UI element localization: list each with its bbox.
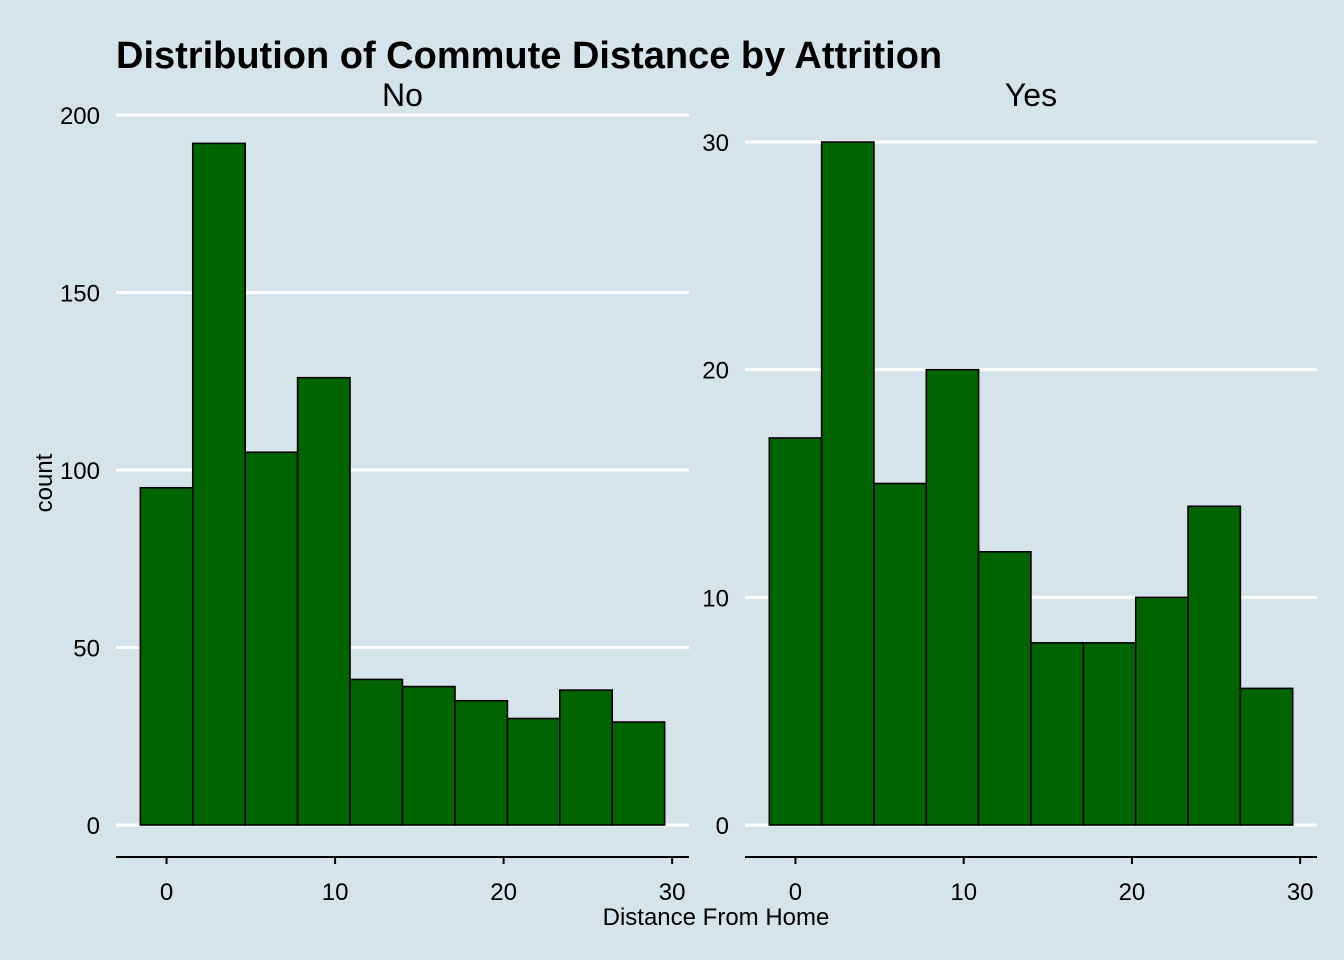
histogram-bar bbox=[820, 141, 875, 826]
y-axis-title: count bbox=[31, 453, 58, 512]
histogram-bar bbox=[454, 699, 509, 826]
histogram-bar bbox=[873, 482, 928, 826]
histogram-bar bbox=[977, 550, 1032, 826]
x-axis-title: Distance From Home bbox=[603, 904, 830, 931]
histogram-bar bbox=[1134, 596, 1189, 826]
histogram-bar bbox=[611, 721, 666, 826]
y-tick-label: 50 bbox=[73, 636, 100, 663]
histogram-bar bbox=[1239, 687, 1294, 826]
histogram-bar bbox=[139, 486, 194, 826]
histogram-bar bbox=[296, 376, 351, 826]
histogram-bar bbox=[1187, 505, 1242, 826]
y-tick-label: 0 bbox=[87, 813, 100, 840]
histogram-bar bbox=[506, 717, 561, 826]
histogram-bar bbox=[559, 689, 614, 826]
y-tick-label: 20 bbox=[702, 358, 729, 385]
histogram-bar bbox=[1082, 642, 1137, 826]
x-tick-label: 20 bbox=[490, 879, 517, 906]
histogram-bar bbox=[925, 368, 980, 826]
x-tick-label: 10 bbox=[322, 879, 349, 906]
x-tick-label: 30 bbox=[659, 879, 686, 906]
y-tick-label: 150 bbox=[60, 281, 100, 308]
y-tick-label: 200 bbox=[60, 103, 100, 130]
histogram-bar bbox=[349, 678, 404, 826]
histogram-bar bbox=[1030, 642, 1085, 826]
x-tick-label: 30 bbox=[1287, 879, 1314, 906]
y-tick-label: 10 bbox=[702, 585, 729, 612]
y-tick-label: 0 bbox=[716, 813, 729, 840]
chart-title: Distribution of Commute Distance by Attr… bbox=[116, 35, 942, 77]
x-tick-label: 0 bbox=[789, 879, 802, 906]
histogram-bar bbox=[768, 437, 823, 826]
x-tick-label: 10 bbox=[950, 879, 977, 906]
histogram-bar bbox=[191, 142, 246, 826]
histogram-bar bbox=[401, 685, 456, 826]
x-tick-label: 0 bbox=[160, 879, 173, 906]
panel-strip-label: No bbox=[382, 77, 423, 113]
y-tick-label: 30 bbox=[702, 130, 729, 157]
histogram-bar bbox=[244, 451, 299, 826]
panel-strip-label: Yes bbox=[1005, 77, 1057, 113]
y-tick-label: 100 bbox=[60, 458, 100, 485]
x-tick-label: 20 bbox=[1119, 879, 1146, 906]
